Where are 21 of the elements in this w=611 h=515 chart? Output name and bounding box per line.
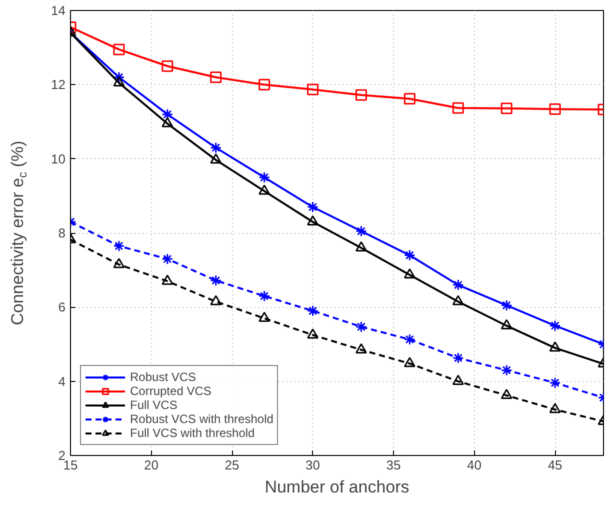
x-tick-label: 25: [224, 458, 240, 472]
x-tick-label: 30: [306, 458, 320, 472]
y-tick-label: 2: [58, 448, 66, 463]
y-tick-label: 14: [51, 3, 66, 18]
legend-label: Robust VCS with threshold: [130, 412, 274, 426]
x-axis-title: Number of anchors: [264, 478, 410, 496]
legend-label: Robust VCS: [130, 370, 196, 384]
x-tick-label: 35: [386, 458, 401, 472]
x-tick-label: 45: [548, 458, 562, 472]
y-tick-label: 12: [51, 77, 66, 92]
x-tick-label: 20: [144, 458, 158, 472]
x-tick-label: 40: [467, 458, 482, 472]
legend-label: Corrupted VCS: [130, 384, 212, 398]
y-axis-title: Connectivity error ec (%): [8, 140, 30, 326]
y-tick-label: 4: [58, 374, 66, 389]
legend-label: Full VCS with threshold: [130, 426, 255, 440]
y-tick-label: 10: [51, 151, 66, 166]
y-tick-label: 8: [58, 226, 66, 240]
legend-label: Full VCS: [130, 398, 178, 412]
x-tick-label: 15: [63, 458, 78, 472]
y-tick-label: 6: [58, 300, 66, 315]
